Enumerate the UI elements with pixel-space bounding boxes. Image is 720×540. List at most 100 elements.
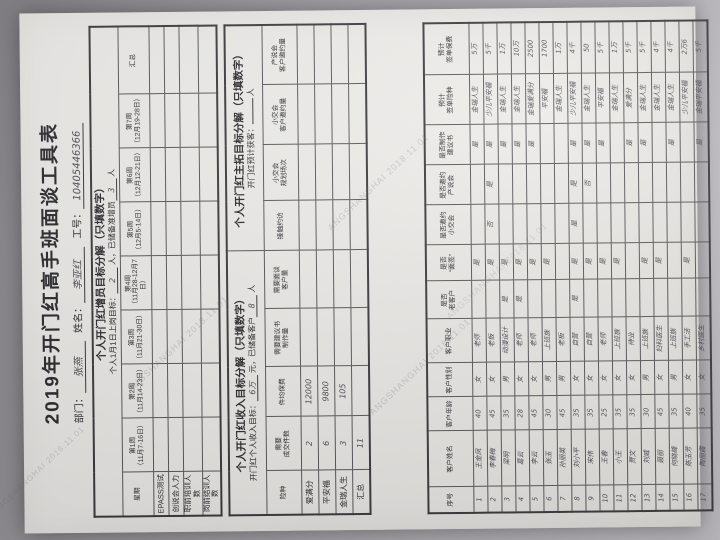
client-cell: 平安福 bbox=[539, 73, 554, 125]
client-cell: 金瑞人生 bbox=[581, 73, 596, 124]
client-cell: 老师 bbox=[527, 318, 543, 363]
client-cell: 金瑞人生 bbox=[637, 72, 652, 124]
client-cell bbox=[694, 202, 710, 243]
client-cell: 何晓峰 bbox=[668, 428, 684, 485]
client-cell: 是 bbox=[623, 123, 639, 164]
value-cell bbox=[351, 365, 370, 417]
empty-cell bbox=[199, 201, 219, 256]
client-cell: 是 bbox=[525, 124, 541, 165]
column-header: 小交会 规划场次 bbox=[262, 144, 299, 201]
client-cell bbox=[638, 162, 653, 204]
week-column-header: 第6周 （12月12-21日） bbox=[119, 148, 152, 203]
empty-cell bbox=[197, 25, 217, 94]
client-cell bbox=[680, 202, 695, 243]
value-cell bbox=[316, 250, 334, 309]
client-cell: 40 bbox=[682, 394, 697, 429]
empty-cell bbox=[180, 147, 200, 202]
empty-cell bbox=[166, 255, 183, 311]
product-row-label: 汇总 bbox=[352, 469, 371, 515]
client-cell: 是 bbox=[512, 244, 528, 281]
client-cell bbox=[624, 163, 639, 204]
client-cell: 金瑞爱满分 bbox=[525, 74, 540, 125]
client-cell: 是 bbox=[484, 164, 499, 205]
column-header: 险种 bbox=[266, 470, 302, 515]
client-cell: 是 bbox=[680, 242, 696, 279]
client-cell: 5千 bbox=[636, 20, 652, 74]
client-cell: 45 bbox=[556, 395, 571, 430]
client-cell: 1700 bbox=[538, 21, 554, 75]
client-cell bbox=[526, 164, 541, 205]
column-header: 产说会 客户邀约量 bbox=[261, 24, 298, 85]
client-cell: 是 bbox=[596, 243, 612, 280]
client-cell bbox=[539, 123, 555, 165]
empty-cell bbox=[153, 418, 169, 473]
empty-cell bbox=[152, 364, 169, 419]
client-cell: 是 bbox=[568, 203, 583, 244]
client-cell bbox=[526, 204, 541, 245]
client-cell: 15 bbox=[669, 484, 684, 511]
value-cell bbox=[349, 199, 368, 251]
client-cell bbox=[638, 202, 653, 244]
value-cell bbox=[316, 308, 335, 367]
client-cell: 是 bbox=[581, 123, 597, 164]
client-cell: 是 bbox=[595, 123, 611, 164]
value-cell bbox=[315, 200, 334, 251]
client-cell: 是 bbox=[582, 243, 598, 280]
empty-cell bbox=[151, 202, 167, 257]
client-cell bbox=[553, 123, 569, 164]
client-cell: 贾文 bbox=[626, 429, 642, 486]
client-cell: 4千 bbox=[566, 21, 582, 74]
name-label: 姓名： bbox=[73, 302, 85, 334]
income-section-title: 个人开门红收入目标分解（只填数字） 开门红个人收入目标：6万 元，已储备客户8 人 bbox=[226, 250, 267, 516]
client-cell: 35 bbox=[570, 395, 585, 430]
value-cell bbox=[350, 307, 369, 367]
product-row-label: 爱满分 bbox=[301, 470, 319, 515]
empty-cell bbox=[151, 256, 168, 311]
week-column-header: 第1周 （11月7-16日） bbox=[122, 418, 154, 473]
client-cell: 金瑞人生 bbox=[553, 73, 568, 124]
client-cell: 待业 bbox=[625, 317, 641, 362]
column-header: 客户姓名 bbox=[427, 430, 474, 488]
client-cell: 6 bbox=[543, 485, 558, 513]
week-column-header: 第7周 （12月19-28日） bbox=[118, 94, 151, 149]
client-cell bbox=[555, 279, 570, 318]
client-cell: 老师 bbox=[513, 318, 529, 363]
client-cell bbox=[498, 204, 513, 245]
client-cell: 2 bbox=[487, 486, 502, 513]
client-cell: 老板 bbox=[485, 318, 501, 363]
client-cell: 陈玉芳 bbox=[682, 428, 698, 485]
client-cell bbox=[596, 163, 611, 204]
client-cell: 乡村医生 bbox=[695, 316, 711, 361]
client-cell: 35 bbox=[500, 396, 515, 431]
client-cell: 李春梅 bbox=[486, 430, 502, 487]
client-cell: 老师 bbox=[597, 317, 613, 362]
dept-label: 部门： bbox=[74, 393, 86, 424]
column-header: 需要面谈 客户量 bbox=[264, 250, 300, 310]
value-cell bbox=[297, 144, 316, 201]
client-cell: 女 bbox=[584, 361, 599, 396]
week-column-header: 第2周 （11月14-23日） bbox=[121, 364, 154, 419]
client-cell bbox=[679, 122, 695, 163]
client-cell: 女 bbox=[570, 361, 585, 396]
column-header: 是否 “面签” bbox=[425, 244, 472, 282]
client-cell: 45 bbox=[654, 394, 669, 429]
client-cell: 女 bbox=[472, 362, 487, 397]
client-cell: 45 bbox=[528, 396, 543, 431]
value-cell bbox=[296, 24, 315, 85]
client-cell: 12 bbox=[627, 485, 642, 512]
client-cell: 5万 bbox=[468, 22, 484, 75]
client-cell: 2万6 bbox=[678, 20, 694, 73]
client-cell: 李云 bbox=[528, 430, 544, 487]
week-column-header: 第5周 （12月5-14日） bbox=[120, 202, 152, 257]
client-cell: 1 bbox=[473, 486, 488, 513]
recruit-target-table: 个人开门红增员目标分解（只填数字） 个人1月1日上岗目标：2 人，已储备准增员3 … bbox=[88, 24, 223, 518]
client-cell: 是 bbox=[469, 124, 485, 165]
column-header: 是否 老客户 bbox=[425, 280, 472, 320]
name-value: 李亚红 bbox=[72, 259, 85, 291]
client-cell: 梁明 bbox=[500, 430, 516, 487]
client-cell bbox=[611, 279, 626, 318]
empty-cell bbox=[200, 309, 220, 364]
client-cell: 10万 bbox=[510, 22, 526, 75]
client-cell: 是 bbox=[470, 244, 486, 281]
